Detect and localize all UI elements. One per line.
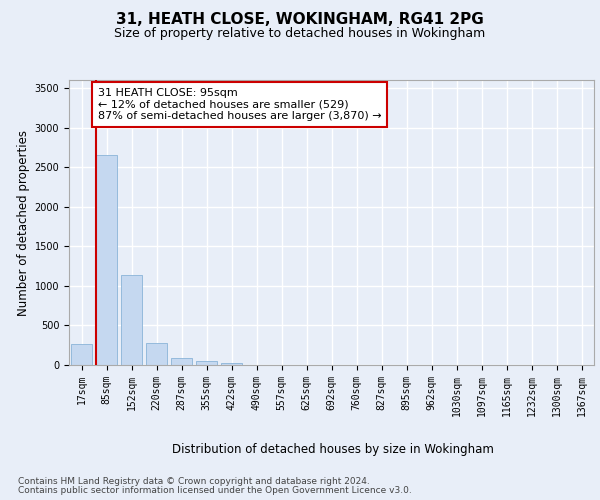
Bar: [146, 343, 167, 365]
Y-axis label: Number of detached properties: Number of detached properties: [17, 130, 31, 316]
Text: Size of property relative to detached houses in Wokingham: Size of property relative to detached ho…: [115, 28, 485, 40]
Bar: [96, 155, 117, 365]
Bar: [121, 275, 142, 365]
Bar: [71, 344, 92, 365]
Text: Distribution of detached houses by size in Wokingham: Distribution of detached houses by size …: [172, 442, 494, 456]
Bar: [196, 362, 217, 365]
Text: 31 HEATH CLOSE: 95sqm
← 12% of detached houses are smaller (529)
87% of semi-det: 31 HEATH CLOSE: 95sqm ← 12% of detached …: [98, 88, 382, 121]
Text: Contains HM Land Registry data © Crown copyright and database right 2024.: Contains HM Land Registry data © Crown c…: [18, 478, 370, 486]
Bar: [221, 362, 242, 365]
Bar: [171, 358, 192, 365]
Text: 31, HEATH CLOSE, WOKINGHAM, RG41 2PG: 31, HEATH CLOSE, WOKINGHAM, RG41 2PG: [116, 12, 484, 28]
Text: Contains public sector information licensed under the Open Government Licence v3: Contains public sector information licen…: [18, 486, 412, 495]
